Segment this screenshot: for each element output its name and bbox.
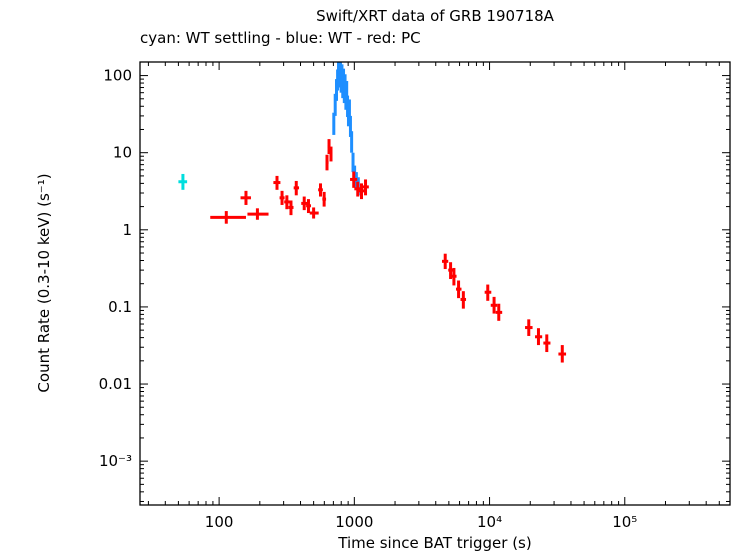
x-axis-label: Time since BAT trigger (s) — [338, 534, 532, 552]
series-wt-settling — [178, 173, 188, 190]
x-tick-label: 10⁵ — [612, 513, 637, 531]
y-tick-label: 10 — [113, 144, 132, 162]
plot-frame — [139, 61, 731, 506]
y-tick-label: 1 — [122, 221, 132, 239]
y-tick-label: 10⁻³ — [99, 452, 132, 470]
y-tick-label: 0.01 — [99, 375, 132, 393]
mode-color-legend: cyan: WT settling - blue: WT - red: PC — [140, 29, 421, 47]
series-pc — [210, 139, 567, 363]
page-title: Swift/XRT data of GRB 190718A — [316, 7, 554, 25]
y-tick-label: 100 — [103, 67, 132, 85]
x-tick-label: 1000 — [335, 513, 373, 531]
y-tick-label: 0.1 — [108, 298, 132, 316]
x-tick-label: 10⁴ — [477, 513, 502, 531]
x-tick-label: 100 — [205, 513, 234, 531]
tick-labels: 100 1000 10⁴ 10⁵ 10⁻³ 0.01 0.1 1 10 100 — [99, 67, 638, 531]
axes-ticks — [140, 62, 731, 505]
series-wt — [332, 62, 360, 196]
y-axis-label: Count Rate (0.3-10 keV) (s⁻¹) — [35, 173, 53, 393]
